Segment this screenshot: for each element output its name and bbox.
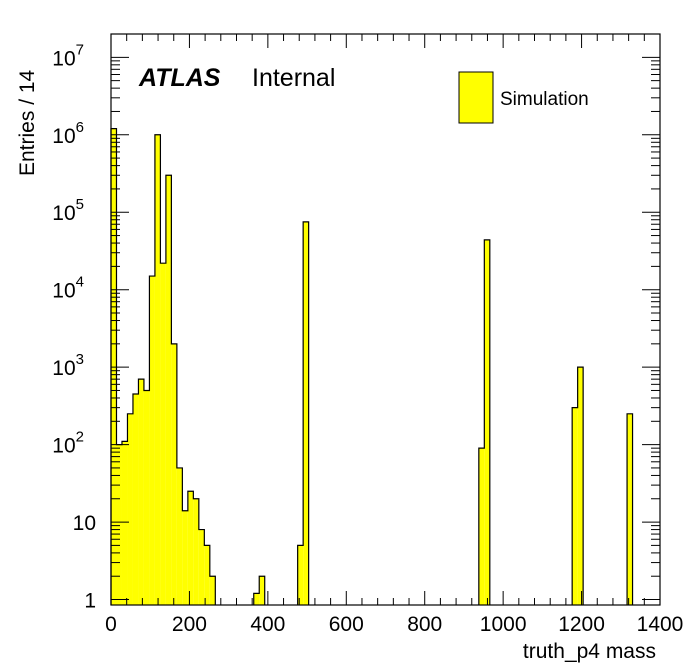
histogram-bars	[110, 128, 634, 605]
x-tick-label: 1200	[558, 613, 605, 636]
histogram-outline	[253, 575, 266, 605]
x-tick-label: 1400	[637, 613, 684, 636]
histogram-bar	[193, 498, 199, 605]
histogram-bar	[132, 394, 139, 605]
x-axis-title: truth_p4 mass	[523, 640, 656, 663]
histogram-bar	[187, 491, 194, 605]
x-tick-label: 600	[329, 613, 364, 636]
histogram-bar	[176, 467, 183, 605]
y-axis-title: Entries / 14	[16, 69, 39, 176]
x-tick-label: 400	[250, 613, 285, 636]
x-tick-label: 800	[407, 613, 442, 636]
histogram-outline	[297, 221, 310, 605]
x-axis: 0 200 400 600 800 1000 1200 1400	[105, 34, 683, 636]
histogram-bar	[149, 276, 155, 605]
histogram-bar	[204, 545, 210, 605]
y-tick-label: 10	[73, 512, 96, 535]
histogram-outline	[478, 239, 491, 605]
histogram-bar	[143, 390, 150, 605]
histogram-bar	[165, 175, 172, 605]
y-tick-label: 105	[52, 196, 84, 225]
legend: Simulation	[458, 71, 589, 124]
histogram-bar	[627, 413, 633, 605]
histogram-bar	[297, 545, 304, 605]
histogram-bar	[484, 239, 490, 605]
histogram-bar	[121, 441, 128, 605]
histogram-bar	[572, 407, 578, 605]
plot-frame	[110, 33, 661, 606]
y-axis: 1 10 102 103 104 105 106 107	[52, 33, 660, 613]
y-tick-label: 103	[52, 351, 84, 380]
y-tick-label: 104	[52, 274, 84, 303]
legend-swatch	[458, 71, 494, 124]
y-tick-label: 102	[52, 429, 84, 458]
x-tick-label: 1000	[480, 613, 527, 636]
y-tick-label: 1	[84, 590, 96, 613]
x-tick-label: 0	[105, 613, 117, 636]
y-tick-label: 107	[52, 41, 84, 70]
histogram-bar	[577, 367, 584, 605]
histogram-bar	[253, 593, 260, 605]
histogram-bar	[478, 448, 485, 605]
legend-label: Simulation	[500, 89, 589, 110]
atlas-label: ATLAS	[138, 64, 221, 92]
histogram-outline	[626, 413, 634, 605]
histogram-bar	[182, 510, 188, 605]
histogram-bar	[171, 343, 177, 605]
y-tick-label: 106	[52, 119, 84, 148]
histogram-bar	[138, 379, 144, 605]
histogram-outline	[571, 366, 584, 605]
histogram-bar	[154, 134, 161, 605]
histogram-bar	[127, 413, 133, 605]
histogram-bar	[209, 576, 216, 605]
histogram-bar	[303, 221, 309, 605]
internal-label: Internal	[252, 64, 335, 92]
histogram-outline	[110, 128, 216, 605]
histogram-bar	[198, 529, 205, 605]
histogram-bar	[116, 444, 122, 605]
x-tick-label: 200	[172, 613, 207, 636]
histogram-bar	[160, 263, 166, 605]
histogram-bar	[259, 576, 265, 605]
